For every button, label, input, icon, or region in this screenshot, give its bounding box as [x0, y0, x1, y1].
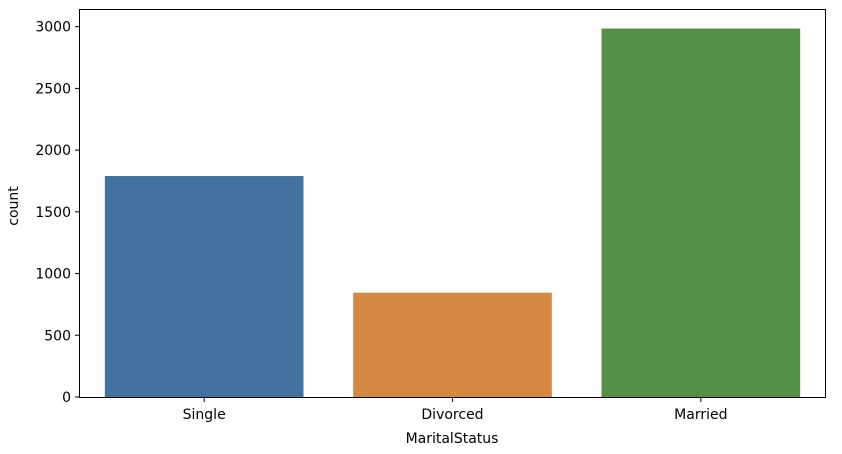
bar-divorced	[353, 292, 552, 397]
y-axis: 0 500 1000 1500 2000 2500 3000	[35, 20, 80, 406]
x-tick-label-single: Single	[183, 407, 226, 423]
y-tick-label: 2500	[35, 81, 71, 97]
x-axis: Single Divorced Married	[183, 397, 727, 423]
x-axis-title: MaritalStatus	[406, 431, 499, 447]
y-tick-label: 1000	[35, 267, 71, 283]
bar-single	[104, 176, 304, 397]
y-tick-label: 500	[44, 328, 71, 344]
bar-married	[601, 28, 801, 397]
y-tick-label: 2000	[35, 143, 71, 159]
bars-group	[104, 28, 801, 397]
y-tick-label: 3000	[35, 20, 71, 36]
y-tick-label: 1500	[35, 205, 71, 221]
y-axis-title: count	[6, 186, 22, 226]
x-tick-label-divorced: Divorced	[421, 407, 483, 423]
y-tick-label: 0	[62, 390, 71, 406]
x-tick-label-married: Married	[674, 407, 727, 423]
